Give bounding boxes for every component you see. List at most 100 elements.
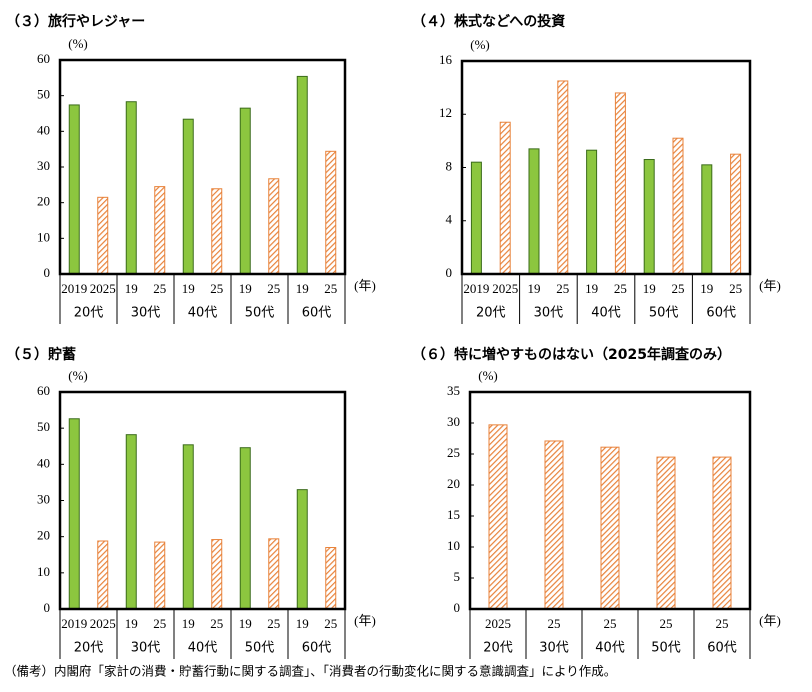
x-tick-label: 19 — [296, 616, 309, 631]
y-unit: (%) — [470, 37, 490, 52]
x-tick-label: 25 — [210, 281, 223, 296]
y-tick-label: 10 — [37, 229, 50, 244]
y-unit: (%) — [478, 368, 498, 383]
x-group-label: 40代 — [595, 641, 625, 656]
bar — [470, 161, 482, 275]
x-group-label: 20代 — [74, 306, 104, 321]
x-tick-label: 25 — [556, 281, 569, 296]
x-tick-label: 19 — [125, 616, 138, 631]
x-tick-label: 19 — [585, 281, 598, 296]
x-tick-label: 19 — [643, 281, 656, 296]
x-group-label: 50代 — [649, 306, 679, 321]
y-tick-label: 10 — [37, 564, 50, 579]
x-group-label: 20代 — [483, 641, 513, 656]
y-tick-label: 20 — [37, 528, 50, 543]
x-tick-label: 25 — [267, 281, 280, 296]
bar — [97, 196, 109, 275]
y-unit: (%) — [68, 368, 88, 383]
x-unit: (年) — [759, 278, 781, 293]
x-unit: (年) — [354, 613, 376, 628]
x-unit: (年) — [759, 613, 781, 628]
x-tick-label: 25 — [153, 281, 166, 296]
bar — [68, 418, 80, 610]
y-tick-label: 50 — [37, 87, 50, 102]
x-tick-label: 25 — [614, 281, 627, 296]
y-tick-label: 12 — [439, 105, 452, 120]
y-tick-label: 40 — [37, 122, 50, 137]
x-group-label: 20代 — [476, 306, 506, 321]
x-tick-label: 19 — [125, 281, 138, 296]
bar — [211, 539, 223, 610]
x-group-label: 40代 — [188, 306, 218, 321]
bar — [239, 447, 251, 610]
x-group-label: 60代 — [707, 641, 737, 656]
chart-title: （４）株式などへの投資 — [412, 13, 565, 30]
y-tick-label: 15 — [447, 507, 460, 522]
y-tick-label: 50 — [37, 419, 50, 434]
bar — [296, 75, 308, 275]
x-tick-label: 2019 — [61, 616, 87, 631]
y-tick-label: 0 — [44, 600, 51, 615]
bar — [730, 153, 742, 275]
x-group-label: 50代 — [651, 641, 681, 656]
y-tick-label: 25 — [447, 445, 460, 460]
bar — [643, 159, 655, 275]
y-tick-label: 10 — [447, 538, 460, 553]
bar — [97, 540, 109, 610]
bar — [125, 101, 137, 275]
y-tick-label: 20 — [37, 194, 50, 209]
plot-frame — [460, 59, 752, 276]
x-tick-label: 19 — [182, 616, 195, 631]
bar — [544, 440, 564, 610]
bar — [701, 164, 713, 275]
bar — [239, 107, 251, 275]
plot-frame — [468, 390, 752, 611]
bar — [586, 149, 598, 275]
bar — [211, 188, 223, 275]
x-group-label: 50代 — [245, 306, 275, 321]
footnote: （備考）内閣府「家計の消費・貯蓄行動に関する調査」、「消費者の行動変化に関する意… — [4, 664, 616, 679]
y-tick-label: 30 — [37, 158, 50, 173]
x-group-label: 30代 — [131, 641, 161, 656]
x-tick-label: 19 — [239, 281, 252, 296]
bar — [614, 92, 626, 275]
y-tick-label: 0 — [44, 265, 51, 280]
bar — [600, 446, 620, 610]
x-tick-label: 25 — [604, 616, 617, 631]
bar — [712, 456, 732, 610]
bar — [325, 547, 337, 610]
bar — [125, 434, 137, 610]
y-tick-label: 35 — [447, 383, 460, 398]
chart-title: （６）特に増やすものはない（2025年調査のみ） — [412, 346, 731, 363]
bar — [488, 424, 508, 610]
x-tick-label: 25 — [324, 281, 337, 296]
bar — [154, 541, 166, 610]
x-group-label: 60代 — [302, 306, 332, 321]
plot-frame — [58, 58, 347, 276]
x-tick-label: 2025 — [90, 281, 116, 296]
y-tick-label: 60 — [37, 383, 50, 398]
x-group-label: 60代 — [302, 641, 332, 656]
x-group-label: 30代 — [131, 306, 161, 321]
x-tick-label: 19 — [528, 281, 541, 296]
x-tick-label: 25 — [267, 616, 280, 631]
x-tick-label: 25 — [660, 616, 673, 631]
bar — [268, 538, 280, 610]
y-tick-label: 20 — [447, 476, 460, 491]
x-tick-label: 25 — [729, 281, 742, 296]
x-tick-label: 2019 — [61, 281, 87, 296]
x-tick-label: 25 — [324, 616, 337, 631]
bar — [499, 121, 511, 275]
x-tick-label: 2025 — [492, 281, 518, 296]
y-tick-label: 60 — [37, 51, 50, 66]
x-tick-label: 25 — [548, 616, 561, 631]
y-tick-label: 0 — [446, 265, 453, 280]
bar — [528, 148, 540, 275]
bar — [325, 150, 337, 275]
bar — [154, 186, 166, 275]
x-tick-label: 25 — [153, 616, 166, 631]
chart-title: （５）貯蓄 — [6, 346, 76, 363]
x-tick-label: 25 — [716, 616, 729, 631]
x-group-label: 40代 — [591, 306, 621, 321]
